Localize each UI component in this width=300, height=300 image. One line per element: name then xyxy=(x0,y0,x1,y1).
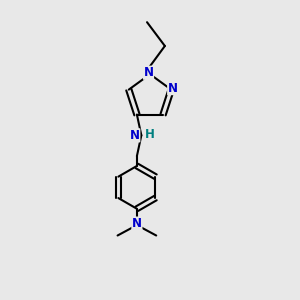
Text: H: H xyxy=(145,128,154,141)
Text: N: N xyxy=(168,82,178,94)
Text: N: N xyxy=(132,217,142,230)
Text: N: N xyxy=(130,129,140,142)
Text: N: N xyxy=(143,66,154,79)
